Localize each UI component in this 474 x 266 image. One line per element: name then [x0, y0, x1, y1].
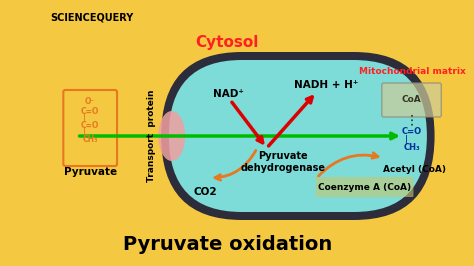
Text: NAD⁺: NAD⁺ — [213, 89, 244, 99]
FancyBboxPatch shape — [64, 90, 117, 166]
Text: CH₃: CH₃ — [403, 143, 420, 152]
Text: C=O: C=O — [401, 127, 421, 136]
Text: Coenzyme A (CoA): Coenzyme A (CoA) — [318, 182, 411, 192]
Text: NADH + H⁺: NADH + H⁺ — [294, 80, 358, 90]
Text: |: | — [405, 135, 408, 144]
FancyBboxPatch shape — [316, 177, 413, 197]
Text: O⁻: O⁻ — [85, 98, 95, 106]
Text: Mitochondrial matrix: Mitochondrial matrix — [359, 68, 466, 77]
Text: |: | — [83, 127, 86, 136]
Text: Cytosol: Cytosol — [196, 35, 259, 49]
FancyBboxPatch shape — [161, 52, 435, 220]
Ellipse shape — [158, 111, 185, 161]
Text: CO2: CO2 — [193, 187, 217, 197]
Text: CH₃: CH₃ — [82, 135, 98, 144]
FancyBboxPatch shape — [169, 60, 427, 212]
Text: |: | — [83, 114, 86, 123]
Text: C=O: C=O — [81, 122, 100, 131]
Text: SCIENCEQUERY: SCIENCEQUERY — [50, 13, 133, 23]
Text: Transport  protein: Transport protein — [147, 90, 156, 182]
Text: Pyruvate: Pyruvate — [64, 167, 117, 177]
Text: CoA: CoA — [401, 95, 421, 105]
Text: Pyruvate
dehydrogenase: Pyruvate dehydrogenase — [240, 151, 326, 173]
Text: C=O: C=O — [81, 107, 100, 117]
Text: Acetyl (CoA): Acetyl (CoA) — [383, 165, 446, 174]
Text: Pyruvate oxidation: Pyruvate oxidation — [123, 235, 332, 253]
FancyBboxPatch shape — [382, 83, 441, 117]
